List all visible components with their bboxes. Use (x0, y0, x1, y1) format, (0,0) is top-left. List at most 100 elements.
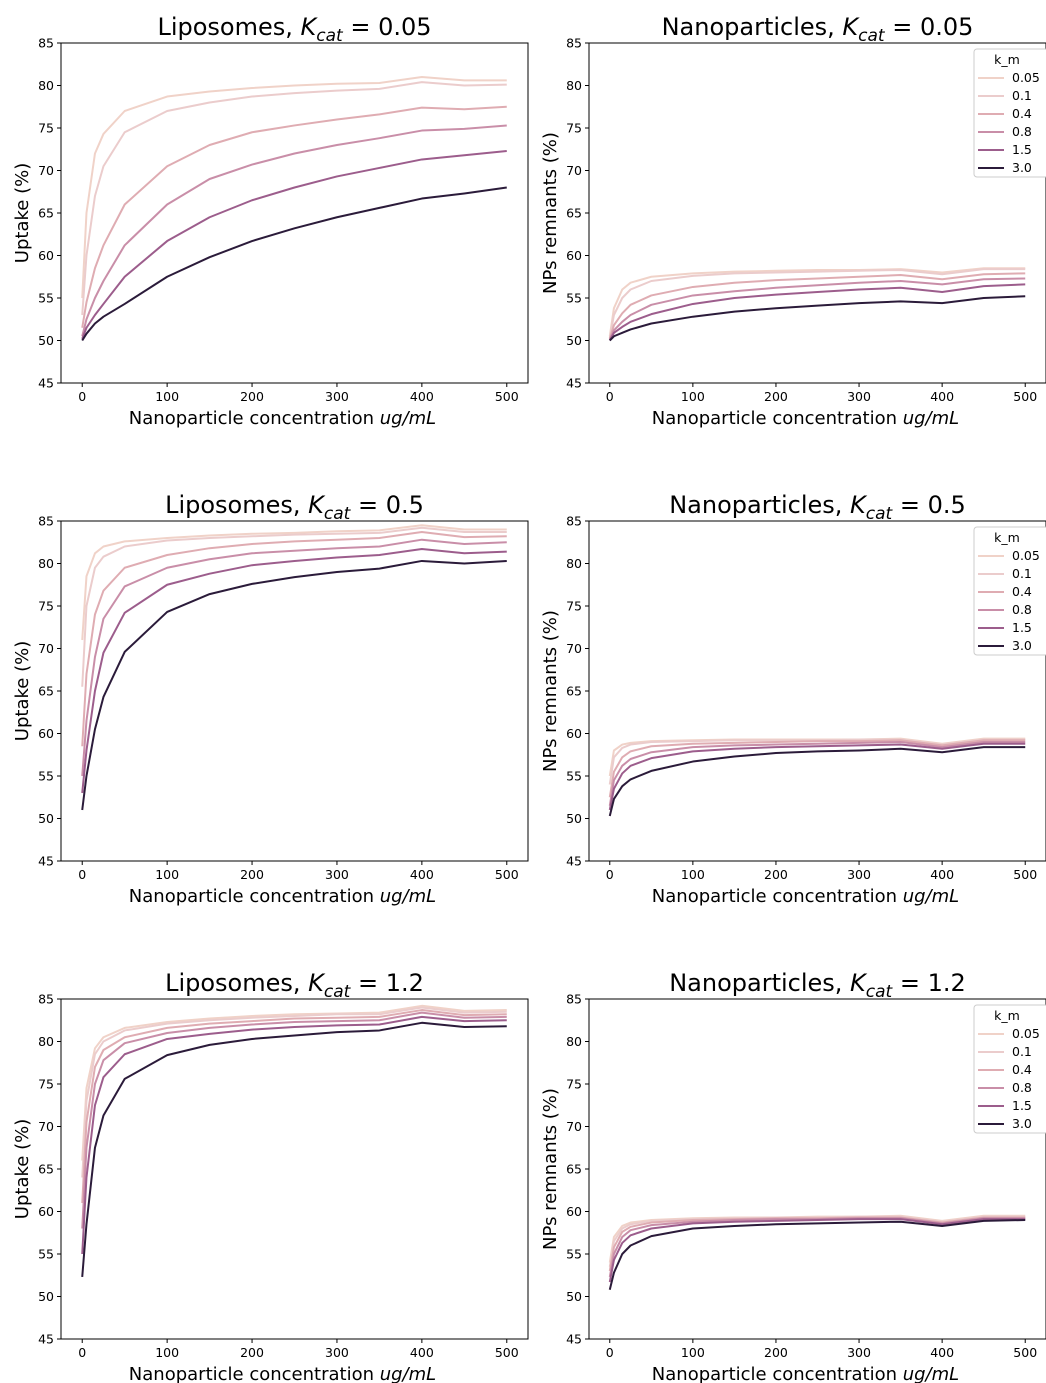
chart-title-text: Nanoparticles, (669, 491, 850, 519)
chart-title-value: = 0.05 (885, 13, 974, 41)
x-axis-label: Nanoparticle concentration ug/mL (652, 408, 959, 429)
series-line-0.05 (81, 76, 507, 299)
x-tick-label: 0 (606, 867, 614, 882)
x-tick-label: 300 (325, 867, 349, 882)
legend-title: k_m (994, 1008, 1020, 1023)
legend-entry-label: 0.1 (1012, 88, 1032, 103)
y-tick-label: 55 (38, 291, 54, 306)
y-axis-label: Uptake (%) (12, 1119, 33, 1219)
y-axis-label: NPs remnants (%) (540, 610, 561, 772)
plot-frame (60, 998, 529, 1340)
x-tick-label: 500 (495, 867, 519, 882)
x-tick-label: 400 (930, 867, 954, 882)
x-axis-label-text: Nanoparticle concentration (652, 886, 903, 907)
y-tick-label: 60 (566, 248, 582, 263)
chart-title: Nanoparticles, Kcat = 1.2 (669, 969, 966, 1002)
legend-entry-label: 0.8 (1012, 124, 1032, 139)
x-tick-label: 300 (325, 1345, 349, 1360)
y-tick-label: 60 (38, 726, 54, 741)
x-axis-label: Nanoparticle concentration ug/mL (129, 886, 436, 907)
chart-title: Liposomes, Kcat = 0.05 (157, 13, 431, 46)
series-line-1.5 (81, 548, 507, 794)
x-axis-label: Nanoparticle concentration ug/mL (129, 1364, 436, 1383)
chart-title-symbol: K (850, 491, 868, 519)
x-tick-label: 500 (1013, 389, 1037, 404)
x-tick-label: 400 (930, 1345, 954, 1360)
y-axis-label: NPs remnants (%) (540, 132, 561, 294)
y-tick-label: 50 (566, 1289, 582, 1304)
chart-title: Nanoparticles, Kcat = 0.5 (669, 491, 966, 524)
x-tick-label: 100 (155, 867, 179, 882)
x-tick-label: 500 (495, 389, 519, 404)
chart-title-symbol: K (842, 13, 860, 41)
series-line-0.8 (81, 1011, 507, 1229)
x-tick-label: 400 (410, 1345, 434, 1360)
x-tick-label: 300 (847, 1345, 871, 1360)
y-tick-label: 50 (566, 811, 582, 826)
series-line-0.05 (81, 1004, 507, 1161)
chart-title-symbol: K (308, 491, 326, 519)
legend-entry-label: 3.0 (1012, 1116, 1032, 1131)
x-tick-label: 300 (847, 867, 871, 882)
chart-title-text: Liposomes, (165, 969, 308, 997)
legend-entry-label: 0.05 (1012, 70, 1040, 85)
y-tick-label: 85 (38, 36, 54, 51)
chart-title-subscript: cat (316, 26, 344, 46)
legend-entry-label: 1.5 (1012, 142, 1032, 157)
y-tick-label: 60 (38, 248, 54, 263)
series-line-3.0 (81, 186, 507, 342)
chart-title-value: = 0.05 (343, 13, 432, 41)
legend: k_m 0.05 0.1 0.4 0.8 1.5 3.0 (973, 1004, 1046, 1134)
y-tick-label: 75 (38, 599, 54, 614)
chart-panel-1: Liposomes, Kcat = 0.05 0 100 200 300 400 500 45… (12, 13, 529, 429)
y-tick-label: 50 (566, 333, 582, 348)
legend-entry-label: 0.8 (1012, 602, 1032, 617)
x-tick-label: 0 (78, 867, 86, 882)
y-tick-label: 45 (566, 1332, 582, 1347)
chart-title: Liposomes, Kcat = 0.5 (165, 491, 424, 524)
y-tick-label: 75 (566, 1077, 582, 1092)
series-line-1.5 (608, 283, 1026, 341)
x-tick-label: 300 (847, 389, 871, 404)
y-tick-label: 70 (566, 641, 582, 656)
y-tick-label: 60 (38, 1204, 54, 1219)
y-axis-label: NPs remnants (%) (540, 1088, 561, 1250)
y-tick-label: 55 (566, 291, 582, 306)
x-axis-label: Nanoparticle concentration ug/mL (129, 408, 436, 429)
series-line-3.0 (81, 559, 507, 811)
chart-title-subscript: cat (324, 982, 352, 1002)
series-line-3.0 (608, 746, 1026, 817)
x-axis-label: Nanoparticle concentration ug/mL (652, 1364, 959, 1383)
legend-box (973, 1004, 1046, 1134)
y-tick-label: 50 (38, 811, 54, 826)
y-tick-label: 70 (566, 163, 582, 178)
x-axis-label-unit: ug/mL (380, 1364, 436, 1383)
chart-title-text: Nanoparticles, (662, 13, 843, 41)
y-tick-label: 45 (38, 854, 54, 869)
legend: k_m 0.05 0.1 0.4 0.8 1.5 3.0 (973, 526, 1046, 656)
chart-title-subscript: cat (866, 504, 894, 524)
x-tick-label: 0 (78, 389, 86, 404)
legend-title: k_m (994, 52, 1020, 67)
x-tick-label: 200 (764, 867, 788, 882)
x-tick-label: 0 (606, 1345, 614, 1360)
y-tick-label: 85 (566, 36, 582, 51)
y-tick-label: 80 (566, 1034, 582, 1049)
series-line-0.1 (81, 526, 507, 687)
y-tick-label: 50 (38, 1289, 54, 1304)
series-line-1.5 (608, 1218, 1026, 1283)
x-axis-label-text: Nanoparticle concentration (129, 886, 380, 907)
y-tick-label: 75 (566, 121, 582, 136)
x-tick-label: 200 (240, 867, 264, 882)
series-line-0.8 (608, 1217, 1026, 1278)
legend-entry-label: 0.4 (1012, 106, 1032, 121)
x-tick-label: 500 (495, 1345, 519, 1360)
legend-entry-label: 3.0 (1012, 638, 1032, 653)
x-axis-label-unit: ug/mL (380, 886, 436, 907)
series-line-0.1 (81, 1006, 507, 1178)
x-tick-label: 300 (325, 389, 349, 404)
y-tick-label: 75 (38, 121, 54, 136)
x-axis-label-text: Nanoparticle concentration (652, 408, 903, 429)
legend-entry-label: 0.05 (1012, 1026, 1040, 1041)
